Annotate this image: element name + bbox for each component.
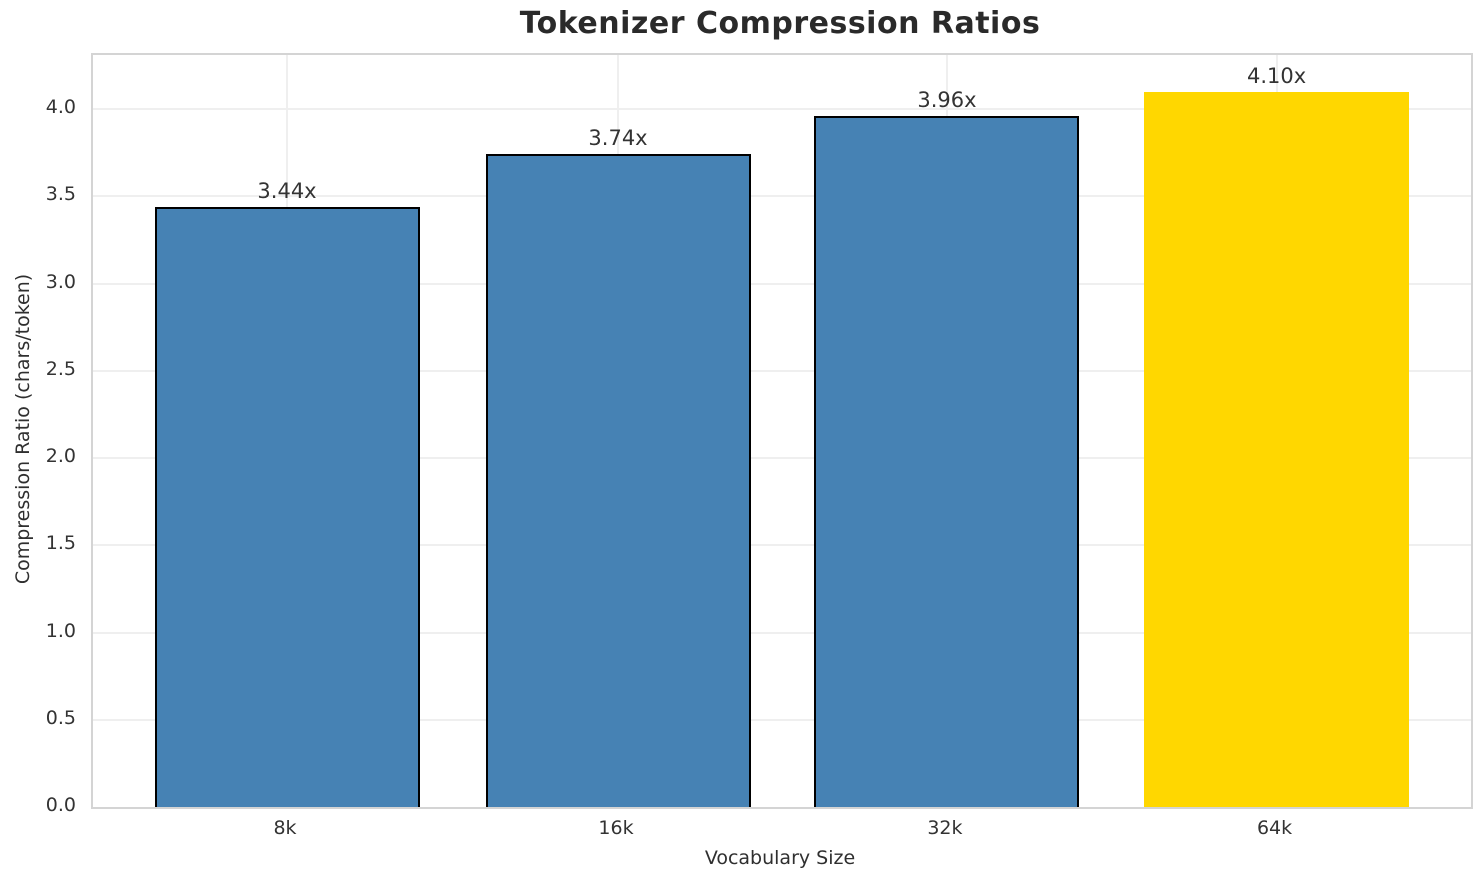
y-tick-label: 2.5: [45, 357, 76, 380]
y-tick-label: 3.5: [45, 183, 76, 206]
x-tick-label: 16k: [598, 817, 634, 839]
x-tick-label: 64k: [1256, 817, 1293, 839]
chart-title: Tokenizer Compression Ratios: [519, 6, 1041, 41]
y-tick-label: 0.0: [45, 794, 76, 816]
h-gridline: [93, 108, 1471, 111]
h-gridline: [93, 631, 1471, 634]
y-tick-label: 3.0: [45, 270, 76, 293]
h-gridline: [93, 544, 1471, 547]
h-gridline: [93, 457, 1471, 460]
h-gridline: [93, 718, 1471, 721]
bar-64k: [1144, 91, 1410, 807]
bar-16k: [485, 154, 751, 807]
bar-32k: [814, 116, 1080, 807]
bar-value-label: 4.10x: [1246, 63, 1307, 88]
bar-value-label: 3.44x: [257, 178, 317, 203]
h-gridline: [93, 282, 1471, 285]
y-axis-label-container: Compression Ratio (chars/token): [0, 53, 46, 805]
x-tick-label: 8k: [273, 817, 297, 839]
y-tick-label: 1.0: [45, 619, 76, 642]
bar-8k: [154, 206, 420, 807]
x-tick-label: 32k: [927, 817, 963, 839]
h-gridline: [93, 195, 1471, 198]
y-tick-label: 2.0: [45, 445, 76, 468]
bar-value-label: 3.96x: [917, 88, 977, 113]
y-tick-label: 1.5: [45, 532, 76, 555]
y-tick-label: 0.5: [45, 706, 76, 729]
x-axis-label: Vocabulary Size: [704, 847, 856, 869]
y-axis-label: Compression Ratio (chars/token): [12, 273, 35, 585]
h-gridline: [93, 369, 1471, 372]
bar-value-label: 3.74x: [588, 126, 648, 151]
y-tick-label: 4.0: [45, 96, 76, 119]
plot-area: 3.44x 3.74x 3.96x 4.10x: [91, 53, 1473, 809]
